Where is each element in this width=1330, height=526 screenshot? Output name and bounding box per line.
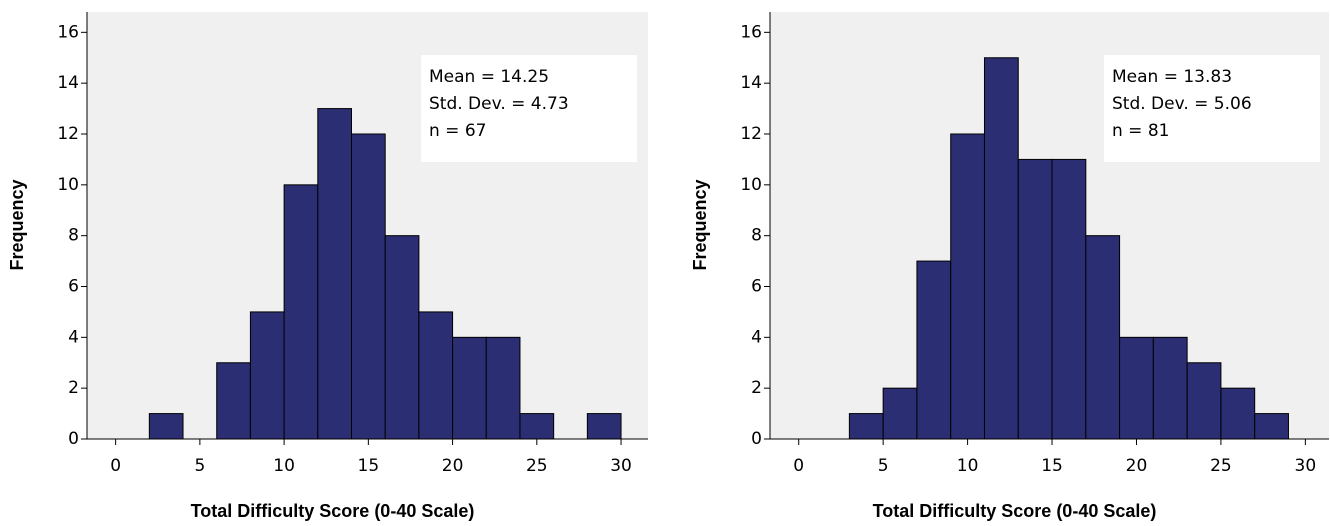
x-tick-label: 5 xyxy=(878,456,889,476)
annotation: Mean = 14.25 xyxy=(429,67,549,87)
y-tick-label: 16 xyxy=(740,22,762,42)
bar xyxy=(350,133,386,440)
bar xyxy=(418,311,454,440)
bar xyxy=(1085,235,1121,440)
bar xyxy=(1017,158,1053,440)
x-tick-label: 20 xyxy=(1126,456,1148,476)
bar xyxy=(586,413,622,440)
y-tick-label: 6 xyxy=(68,277,79,297)
y-tick-label: 0 xyxy=(68,429,79,449)
annotation: n = 67 xyxy=(429,121,486,141)
y-tick-label: 6 xyxy=(751,277,762,297)
x-tick-label: 30 xyxy=(1295,456,1317,476)
y-tick-label: 4 xyxy=(751,327,762,347)
y-tick-label: 14 xyxy=(57,73,79,93)
bar xyxy=(283,184,319,440)
x-axis-title: Total Difficulty Score (0-40 Scale) xyxy=(191,501,475,521)
annotation-box xyxy=(1104,55,1320,162)
bar xyxy=(317,108,352,440)
bar xyxy=(1119,336,1154,440)
x-tick-label: 15 xyxy=(358,456,380,476)
annotation: Mean = 13.83 xyxy=(1112,67,1232,87)
bar xyxy=(848,413,884,440)
x-tick-label: 10 xyxy=(957,456,979,476)
y-tick-label: 10 xyxy=(740,175,762,195)
y-tick-label: 8 xyxy=(68,226,79,246)
y-tick-label: 0 xyxy=(751,429,762,449)
x-tick-label: 30 xyxy=(610,456,632,476)
y-tick-label: 16 xyxy=(57,22,79,42)
bar xyxy=(1254,413,1289,440)
y-tick-label: 10 xyxy=(57,175,79,195)
x-tick-label: 0 xyxy=(110,456,121,476)
annotation: Std. Dev. = 5.06 xyxy=(1112,94,1252,114)
bar xyxy=(519,413,555,440)
y-tick-label: 12 xyxy=(740,124,762,144)
bar xyxy=(216,362,251,440)
x-axis-title: Total Difficulty Score (0-40 Scale) xyxy=(873,501,1157,521)
bar xyxy=(983,57,1019,440)
annotation: n = 81 xyxy=(1112,121,1169,141)
bar xyxy=(1220,387,1256,440)
bar xyxy=(1186,362,1222,440)
bar xyxy=(452,336,487,440)
bar xyxy=(249,311,285,440)
y-axis-title: Frequency xyxy=(7,179,27,270)
bar xyxy=(1152,336,1188,440)
bar xyxy=(384,235,420,440)
y-tick-label: 2 xyxy=(751,378,762,398)
bar xyxy=(916,260,952,440)
x-tick-label: 5 xyxy=(194,456,205,476)
x-tick-label: 0 xyxy=(793,456,804,476)
x-tick-label: 25 xyxy=(1210,456,1232,476)
bar xyxy=(950,133,985,440)
y-tick-label: 2 xyxy=(68,378,79,398)
x-tick-label: 10 xyxy=(273,456,295,476)
x-tick-label: 15 xyxy=(1041,456,1063,476)
annotation: Std. Dev. = 4.73 xyxy=(429,94,569,114)
bar xyxy=(485,336,521,440)
bar xyxy=(882,387,918,440)
annotation-box xyxy=(421,55,637,162)
y-tick-label: 8 xyxy=(751,226,762,246)
y-tick-label: 12 xyxy=(57,124,79,144)
y-axis-title: Frequency xyxy=(690,179,710,270)
x-tick-label: 20 xyxy=(442,456,464,476)
bar xyxy=(1051,158,1087,440)
bar xyxy=(148,413,184,440)
y-tick-label: 4 xyxy=(68,327,79,347)
x-tick-label: 25 xyxy=(526,456,548,476)
y-tick-label: 14 xyxy=(740,73,762,93)
